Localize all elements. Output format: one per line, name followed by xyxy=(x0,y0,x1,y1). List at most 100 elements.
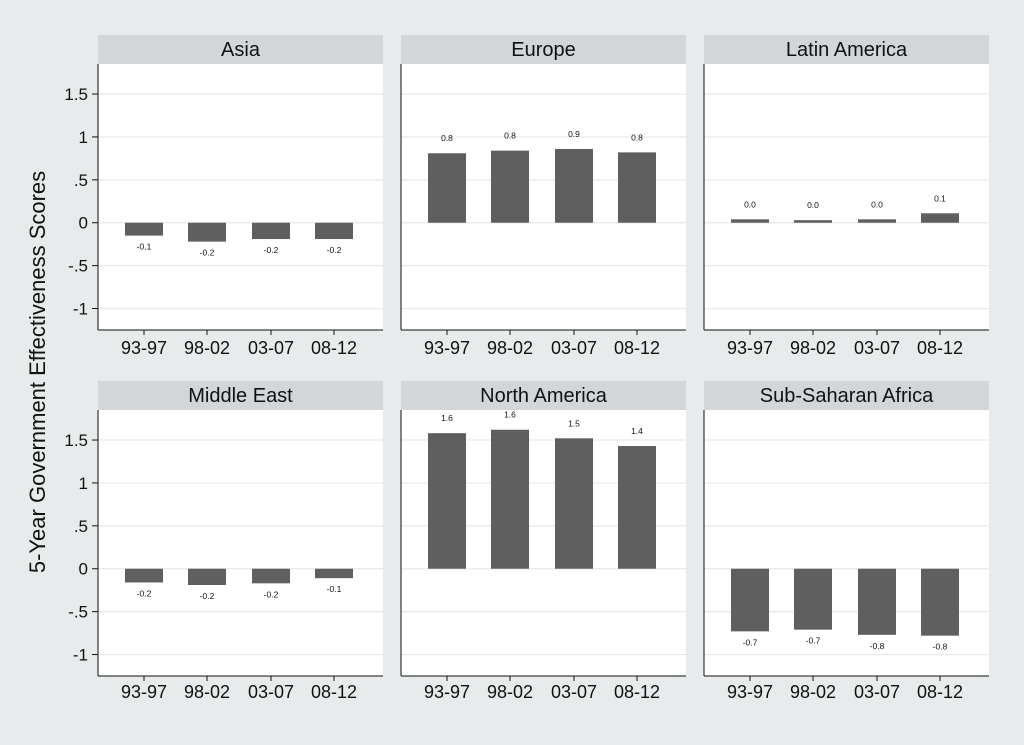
data-label: 1.4 xyxy=(631,426,643,436)
bar xyxy=(428,153,466,223)
bar xyxy=(921,213,959,223)
x-tick-label: 93-97 xyxy=(424,338,470,358)
data-label: 1.5 xyxy=(568,418,580,428)
data-label: 0.8 xyxy=(504,131,516,141)
x-tick-label: 08-12 xyxy=(614,682,660,702)
x-tick-label: 98-02 xyxy=(790,682,836,702)
panel-strip xyxy=(98,381,383,410)
bar xyxy=(618,152,656,223)
bar xyxy=(921,568,959,636)
x-tick-label: 03-07 xyxy=(854,682,900,702)
bar xyxy=(315,222,353,240)
data-label: -0.7 xyxy=(806,636,821,646)
data-label: 0.1 xyxy=(934,193,946,203)
y-tick-label: -.5 xyxy=(68,257,88,276)
panel-title: Middle East xyxy=(188,385,293,407)
y-tick-label: -1 xyxy=(73,646,88,665)
plot-area xyxy=(704,64,989,330)
data-label: -0.8 xyxy=(870,641,885,651)
x-tick-label: 98-02 xyxy=(487,682,533,702)
data-label: 0.0 xyxy=(744,199,756,209)
x-tick-label: 93-97 xyxy=(727,338,773,358)
bar xyxy=(794,568,832,630)
x-tick-label: 03-07 xyxy=(551,682,597,702)
panel-title: Latin America xyxy=(786,39,908,61)
x-tick-label: 93-97 xyxy=(121,338,167,358)
y-tick-label: 0 xyxy=(79,214,88,233)
y-tick-label: 1.5 xyxy=(64,85,88,104)
data-label: -0.2 xyxy=(137,588,152,598)
panel-strip xyxy=(704,35,989,64)
y-tick-label: -.5 xyxy=(68,603,88,622)
x-tick-label: 93-97 xyxy=(121,682,167,702)
data-label: -0.1 xyxy=(137,242,152,252)
bar xyxy=(125,568,163,583)
data-label: 1.6 xyxy=(441,413,453,423)
data-label: -0.2 xyxy=(264,589,279,599)
panel-strip xyxy=(704,381,989,410)
panel-strip xyxy=(98,35,383,64)
data-label: 1.6 xyxy=(504,410,516,420)
x-tick-label: 08-12 xyxy=(311,338,357,358)
bar xyxy=(428,433,466,569)
bar xyxy=(188,568,226,586)
data-label: -0.1 xyxy=(327,584,342,594)
y-tick-label: -1 xyxy=(73,300,88,319)
data-label: 0.8 xyxy=(631,132,643,142)
x-tick-label: 08-12 xyxy=(311,682,357,702)
bar xyxy=(188,222,226,242)
x-tick-label: 98-02 xyxy=(184,338,230,358)
x-tick-label: 03-07 xyxy=(854,338,900,358)
panel-title: North America xyxy=(480,385,608,407)
bar xyxy=(555,438,593,569)
x-tick-label: 93-97 xyxy=(424,682,470,702)
x-tick-label: 98-02 xyxy=(184,682,230,702)
bar xyxy=(315,568,353,579)
x-tick-label: 08-12 xyxy=(917,682,963,702)
x-tick-label: 03-07 xyxy=(248,682,294,702)
bar xyxy=(125,222,163,236)
y-axis-label: 5-Year Government Effectiveness Scores xyxy=(25,171,50,573)
panel-asia: Asia -1 -.5 0 .5 1 1.5 93-97 98-02 03-07 08-12 -0.1… xyxy=(64,35,383,358)
data-label: -0.8 xyxy=(933,642,948,652)
data-label: 0.0 xyxy=(807,200,819,210)
data-label: -0.2 xyxy=(264,245,279,255)
bar xyxy=(252,568,290,584)
y-tick-label: .5 xyxy=(74,517,88,536)
x-tick-label: 08-12 xyxy=(614,338,660,358)
panel-middle-east: Middle East -1 -.5 0 .5 1 1.5 93-97 98-02 03-07 08… xyxy=(64,381,383,702)
plot-area xyxy=(98,64,383,330)
bar xyxy=(555,148,593,223)
bar xyxy=(858,568,896,635)
panel-title: Sub-Saharan Africa xyxy=(760,385,934,407)
bar xyxy=(731,568,769,632)
x-tick-label: 98-02 xyxy=(487,338,533,358)
bar xyxy=(618,446,656,569)
x-tick-label: 98-02 xyxy=(790,338,836,358)
x-tick-label: 03-07 xyxy=(248,338,294,358)
data-label: -0.2 xyxy=(200,591,215,601)
panel-north-america: North America 93-97 98-02 03-07 08-12 1.6 1.6 1… xyxy=(400,381,686,702)
data-label: -0.7 xyxy=(743,637,758,647)
y-tick-label: .5 xyxy=(74,171,88,190)
x-tick-label: 08-12 xyxy=(917,338,963,358)
y-tick-label: 1 xyxy=(79,474,88,493)
y-tick-label: 1 xyxy=(79,128,88,147)
data-label: -0.2 xyxy=(327,245,342,255)
panel-latin-america: Latin America 93-97 98-02 03-07 08-12 0.0 0.0 0… xyxy=(703,35,989,358)
bar xyxy=(858,219,896,223)
bar xyxy=(491,429,529,569)
data-label: -0.2 xyxy=(200,248,215,258)
x-tick-label: 93-97 xyxy=(727,682,773,702)
panel-strip xyxy=(401,35,686,64)
plot-area xyxy=(98,410,383,676)
panel-title: Europe xyxy=(511,39,576,61)
data-label: 0.8 xyxy=(441,133,453,143)
y-tick-label: 0 xyxy=(79,560,88,579)
bar xyxy=(252,222,290,240)
plot-area xyxy=(704,410,989,676)
bar xyxy=(794,220,832,223)
y-tick-label: 1.5 xyxy=(64,431,88,450)
panel-europe: Europe 93-97 98-02 03-07 08-12 0.8 0.8 0.9 0.8 xyxy=(400,35,686,358)
